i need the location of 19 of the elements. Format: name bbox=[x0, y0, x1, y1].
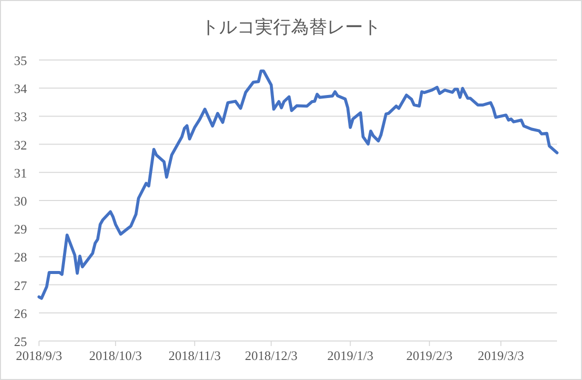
y-tick-label: 30 bbox=[14, 194, 27, 208]
y-tick-label: 29 bbox=[14, 222, 27, 237]
x-tick-label: 2018/9/3 bbox=[16, 348, 62, 363]
y-tick-label: 35 bbox=[14, 53, 27, 68]
x-tick-label: 2019/3/3 bbox=[478, 348, 524, 363]
chart-title: トルコ実行為替レート bbox=[201, 17, 381, 37]
y-tick-label: 26 bbox=[14, 306, 28, 321]
y-tick-label: 28 bbox=[14, 250, 27, 265]
y-tick-label: 34 bbox=[14, 81, 28, 96]
y-tick-label: 25 bbox=[14, 334, 27, 349]
y-tick-label: 33 bbox=[14, 109, 27, 124]
x-tick-label: 2019/2/3 bbox=[406, 348, 453, 363]
x-tick-label: 2018/11/3 bbox=[168, 348, 221, 363]
y-tick-label: 27 bbox=[14, 278, 28, 293]
x-tick-label: 2018/10/3 bbox=[89, 348, 142, 363]
y-tick-label: 31 bbox=[14, 165, 27, 180]
x-tick-label: 2018/12/3 bbox=[244, 348, 298, 363]
x-tick-label: 2019/1/3 bbox=[327, 348, 374, 363]
y-tick-label: 32 bbox=[14, 137, 27, 152]
